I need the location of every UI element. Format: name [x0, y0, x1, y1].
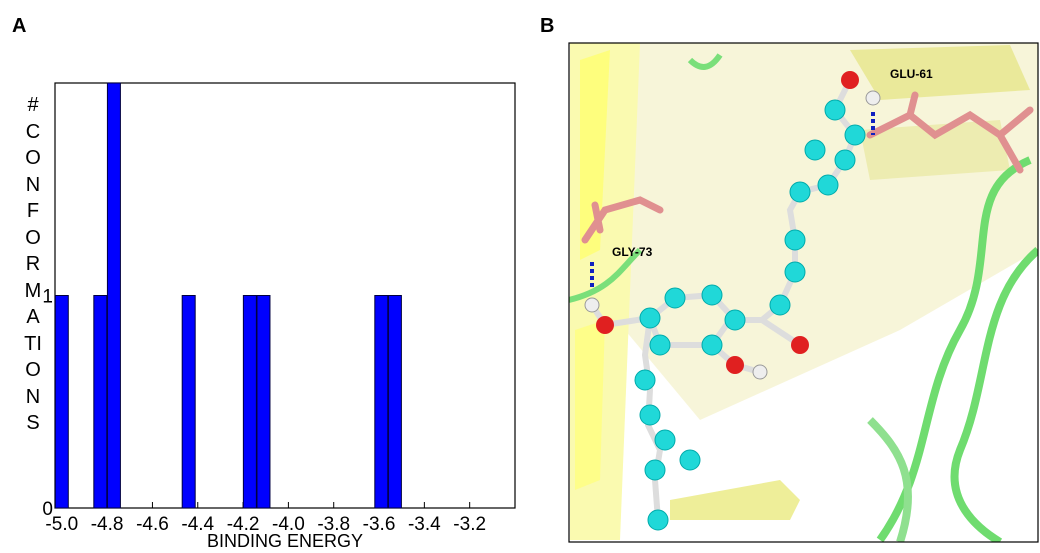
bar [93, 295, 108, 509]
plot-frame [54, 82, 516, 509]
bar [106, 82, 121, 509]
bar [387, 295, 402, 509]
y-tick-label: 0 [42, 499, 53, 520]
bar [374, 295, 389, 509]
molecule-image [568, 42, 1039, 543]
y-tick-label: 1 [42, 287, 53, 308]
x-tick-label: -5.0 [45, 514, 78, 535]
bar [181, 295, 196, 509]
bar [242, 295, 257, 509]
residue-label: GLU-61 [890, 67, 933, 81]
x-tick-label: -3.6 [363, 514, 396, 535]
x-tick-label: -3.4 [408, 514, 441, 535]
x-tick-label: -4.0 [272, 514, 305, 535]
bar [54, 295, 69, 509]
x-tick-label: -4.8 [91, 514, 124, 535]
panel-label: A [12, 15, 26, 37]
x-tick-label: -3.2 [453, 514, 486, 535]
x-tick-label: -3.8 [317, 514, 350, 535]
panel-label: B [540, 15, 554, 37]
residue-label: GLY-73 [612, 245, 653, 259]
x-tick-label: -4.6 [136, 514, 169, 535]
bar [256, 295, 271, 509]
y-axis-label: #CONFORMATIONS [24, 94, 42, 434]
x-tick-label: -4.4 [181, 514, 214, 535]
x-axis-label: BINDING ENERGY [207, 531, 363, 551]
x-tick-label: -4.2 [227, 514, 260, 535]
